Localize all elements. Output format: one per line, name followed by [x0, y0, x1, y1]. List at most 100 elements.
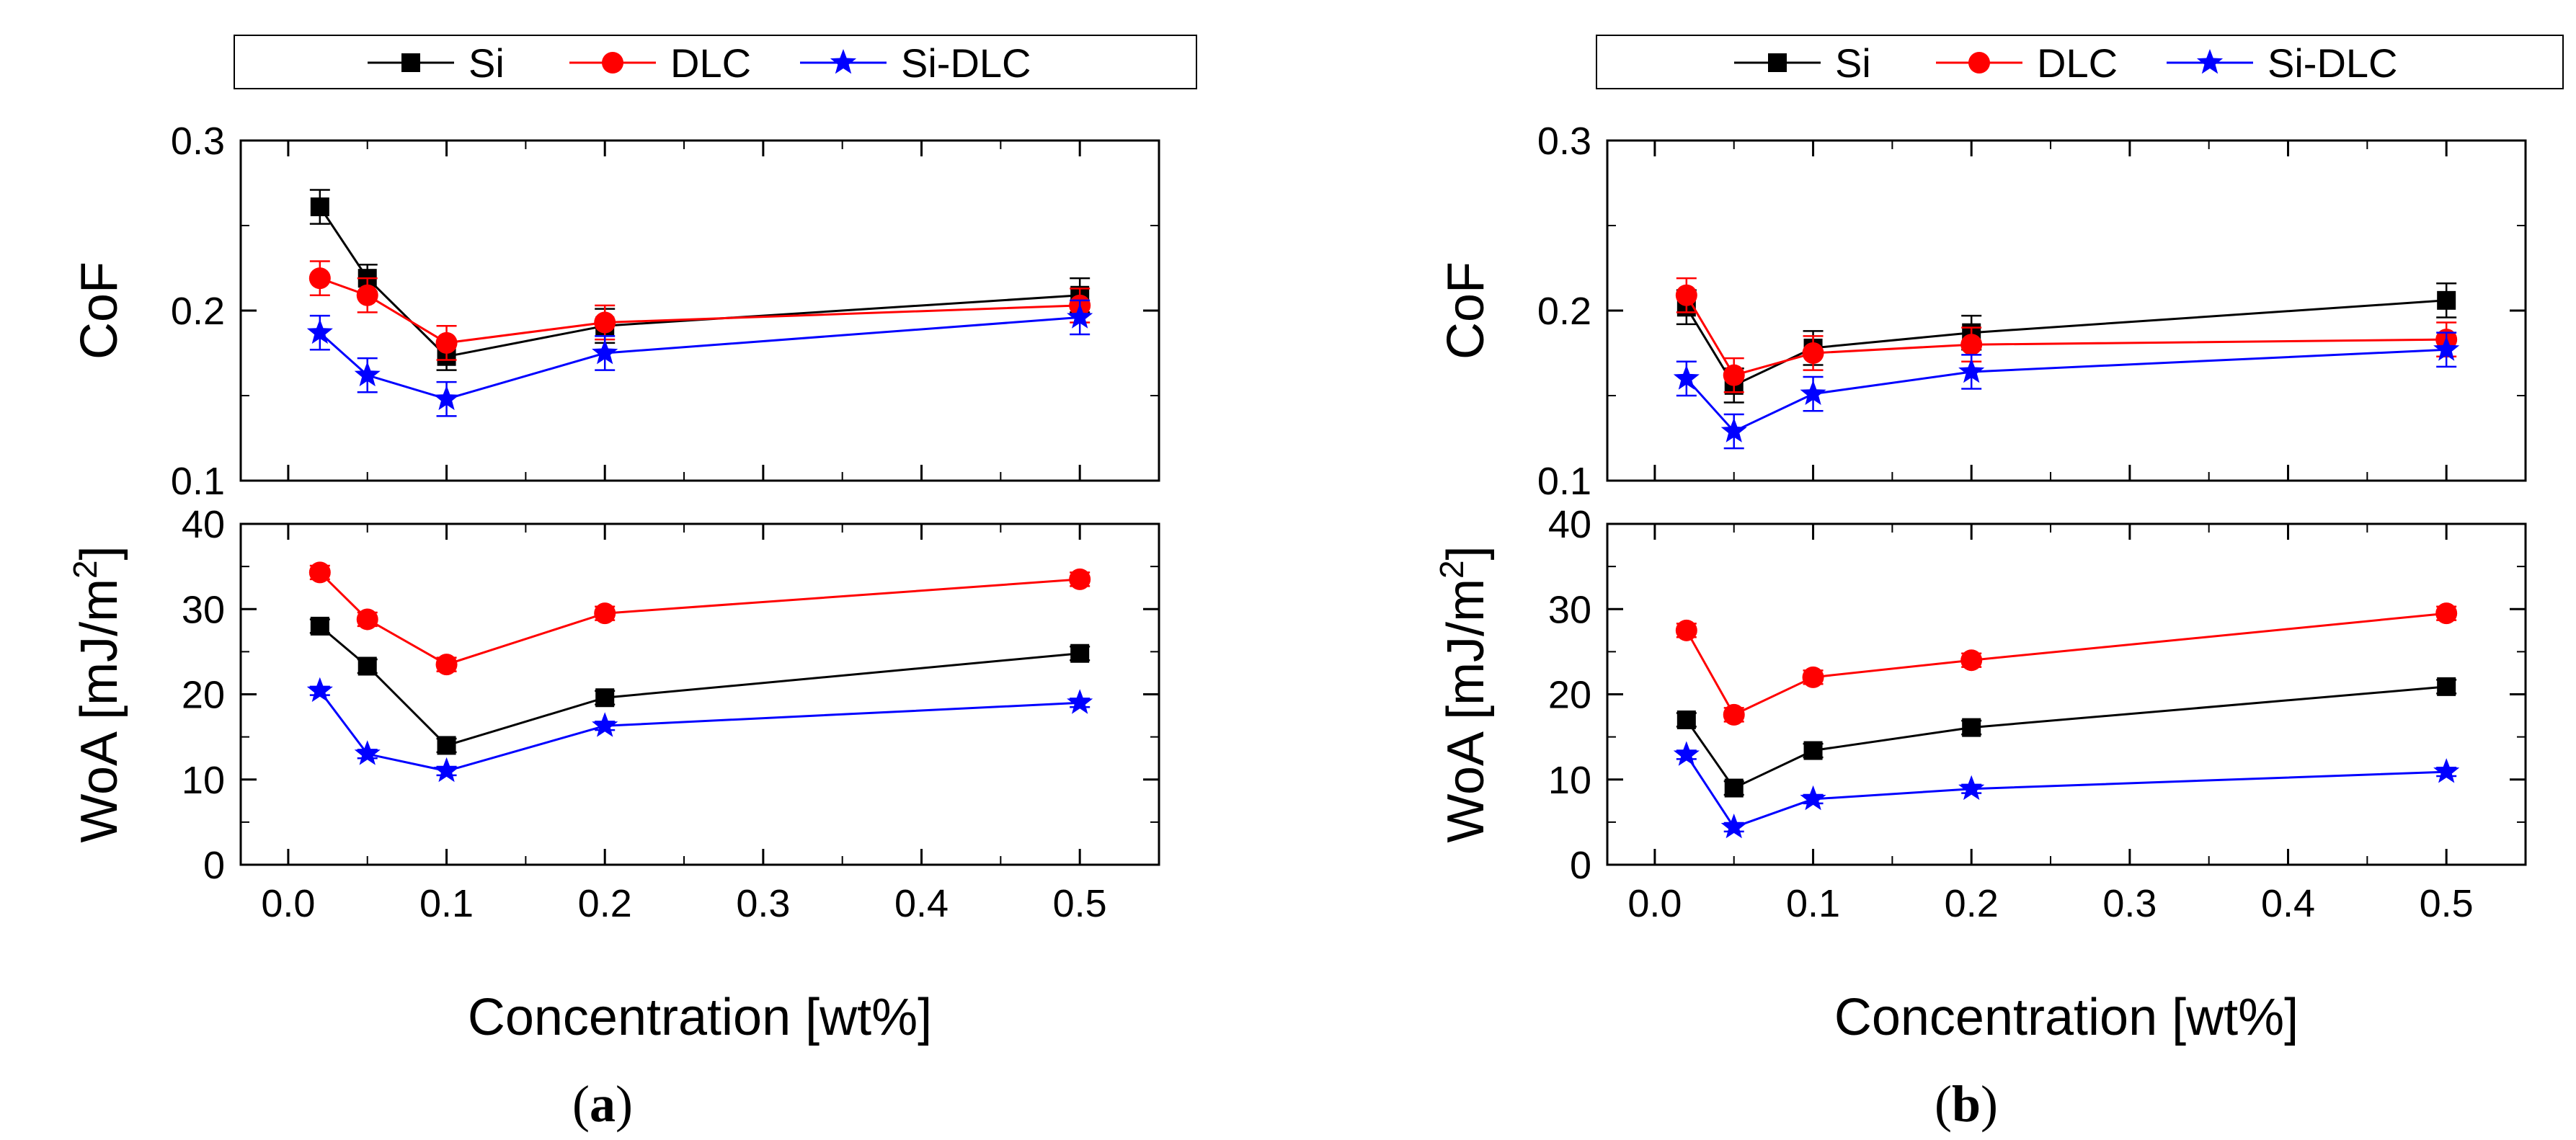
x-tick-label: 0.1 [1786, 882, 1840, 925]
y-axis-label-main: WoA [mJ/m [1437, 579, 1495, 843]
plot-frame [239, 139, 1160, 482]
y-tick-label: 0 [203, 844, 225, 887]
bottom-subplot: 0 10 20 30 40 0.0 0.1 0.2 0.3 0.4 0.5 WoA [mJ/m2] [66, 503, 1160, 925]
series-dlc [308, 260, 1091, 361]
y-tick-label: 0 [1570, 844, 1591, 887]
y-tick-label: 0.3 [1537, 120, 1591, 163]
y-axis-label: WoA [mJ/m2] [66, 545, 128, 842]
legend-marker-si [1768, 53, 1787, 72]
plot-frame [1606, 522, 2527, 866]
x-tick-label: 0.3 [736, 882, 790, 925]
series-line-si-dlc [1685, 348, 2447, 433]
data-point-si [1676, 710, 1696, 729]
data-point-si-dlc [2433, 336, 2460, 361]
top-subplot: 0.1 0.2 0.3 CoF [71, 120, 1160, 503]
data-point-si-dlc [306, 319, 333, 344]
y-axis-label-end: ] [71, 545, 128, 560]
y-tick-label: 40 [182, 503, 225, 546]
data-point-si-dlc [2433, 758, 2460, 783]
y-tick-label: 20 [1548, 674, 1591, 717]
x-tick-label: 0.5 [2420, 882, 2474, 925]
legend-marker-si-dlc [830, 49, 857, 74]
data-point-si [1962, 718, 1981, 737]
data-point-si-dlc [354, 361, 381, 387]
y-tick-label: 10 [182, 759, 225, 802]
y-axis-label: WoA [mJ/m2] [1433, 545, 1495, 842]
caption-close: ) [616, 1075, 633, 1133]
data-point-si-dlc [1720, 814, 1747, 839]
data-point-dlc [2435, 602, 2458, 625]
series-si-dlc [1673, 331, 2460, 450]
series-dlc [1675, 602, 2458, 726]
data-point-si-dlc [1673, 741, 1700, 766]
data-point-dlc [1960, 649, 1983, 672]
top-subplot: 0.1 0.2 0.3 CoF [1437, 120, 2527, 503]
data-point-si-dlc [1067, 303, 1093, 329]
data-point-dlc [308, 561, 331, 584]
data-point-dlc [1723, 703, 1745, 726]
series-si-dlc [306, 677, 1093, 783]
plot-frame [239, 522, 1160, 866]
data-point-dlc [356, 608, 378, 631]
legend-label-dlc: DLC [2037, 40, 2118, 86]
data-point-dlc [1723, 364, 1745, 386]
data-point-si-dlc [1800, 785, 1826, 811]
data-point-si [310, 616, 329, 636]
legend-marker-dlc [1968, 52, 1990, 74]
data-point-si-dlc [1958, 775, 1985, 801]
series-si-dlc [1673, 741, 2460, 839]
data-point-dlc [594, 311, 616, 334]
data-point-si [437, 736, 456, 755]
series-line-si [319, 625, 1080, 747]
x-axis-label: Concentration [wt%] [1834, 989, 2299, 1046]
data-point-si-dlc [1720, 417, 1747, 442]
x-tick-label: 0.2 [1945, 882, 1999, 925]
panel-caption: (a) [572, 1075, 633, 1133]
legend-marker-si [401, 53, 420, 72]
y-tick-label: 0.2 [1537, 290, 1591, 333]
caption-letter: b [1952, 1075, 1981, 1133]
data-point-si-dlc [592, 339, 618, 365]
data-point-si [595, 688, 615, 708]
data-point-dlc [1675, 619, 1697, 641]
panel-caption: (b) [1935, 1075, 1998, 1133]
series-line-si-dlc [1685, 754, 2447, 829]
y-tick-label: 0.1 [1537, 460, 1591, 503]
caption-letter: a [590, 1075, 616, 1133]
y-tick-label: 30 [1548, 588, 1591, 631]
legend: Si DLC Si-DLC [234, 35, 1197, 89]
y-tick-label: 30 [182, 588, 225, 631]
plot-frame [1606, 139, 2527, 482]
y-tick-label: 40 [1548, 503, 1591, 546]
legend-label-si: Si [1835, 40, 1871, 86]
caption-open: ( [572, 1075, 590, 1133]
data-point-si [1724, 778, 1744, 798]
data-point-si [357, 656, 377, 676]
data-point-dlc [1802, 342, 1824, 364]
data-point-si-dlc [1673, 365, 1700, 390]
series-si [309, 189, 1091, 371]
series-si [309, 616, 1091, 755]
data-point-si-dlc [433, 385, 460, 411]
series-line-dlc [319, 571, 1080, 666]
data-point-si-dlc [433, 757, 460, 783]
data-point-si [2437, 290, 2456, 310]
series-line-dlc [319, 277, 1080, 344]
series-si [1676, 677, 2457, 798]
y-axis-label-end: ] [1437, 545, 1495, 560]
series-line-si [1685, 685, 2447, 790]
x-tick-label: 0.1 [419, 882, 474, 925]
y-tick-label: 0.3 [171, 120, 225, 163]
x-tick-label: 0.4 [894, 882, 949, 925]
data-point-si-dlc [592, 712, 618, 737]
series-line-dlc [1685, 612, 2447, 716]
bottom-subplot: 0 10 20 30 40 0.0 0.1 0.2 0.3 0.4 0.5 WoA [mJ/m2] [1433, 503, 2527, 925]
legend-label-si: Si [468, 40, 505, 86]
y-axis-label: CoF [1437, 262, 1495, 360]
y-tick-label: 10 [1548, 759, 1591, 802]
legend-marker-si-dlc [2196, 49, 2224, 74]
legend-marker-dlc [602, 52, 623, 74]
series-line-si-dlc [319, 690, 1080, 772]
